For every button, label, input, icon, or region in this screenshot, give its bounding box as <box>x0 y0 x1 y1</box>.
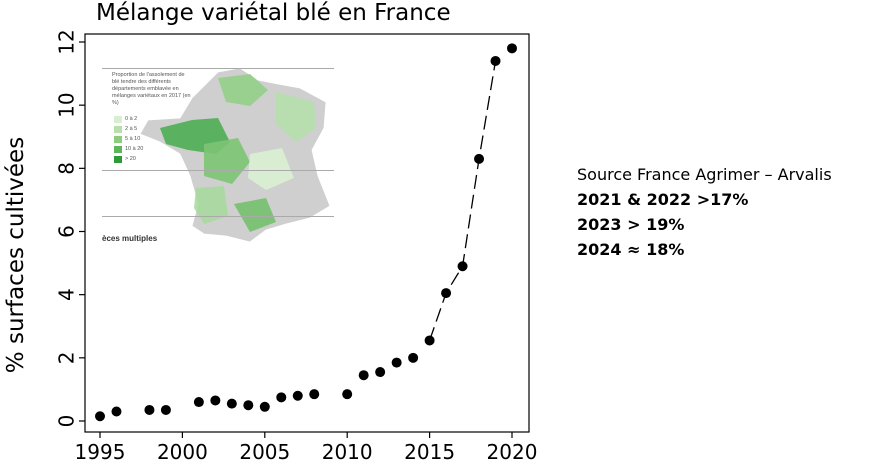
data-point <box>210 395 221 406</box>
y-tick-label: 4 <box>55 288 79 301</box>
data-point <box>474 153 485 164</box>
france-map <box>139 67 331 243</box>
data-point <box>95 411 105 422</box>
data-point <box>441 288 452 299</box>
x-tick-label: 2000 <box>157 440 208 464</box>
map-region-east <box>276 92 316 142</box>
legend-label: > 20 <box>125 156 136 162</box>
data-point <box>408 352 419 363</box>
note-2021-2022: 2021 & 2022 >17% <box>577 190 749 209</box>
legend-item: > 20 <box>114 154 143 164</box>
data-point <box>226 398 237 409</box>
data-point <box>193 397 204 408</box>
x-tick-label: 2020 <box>487 440 538 464</box>
data-point <box>292 390 303 401</box>
data-point <box>457 261 468 272</box>
note-2024: 2024 ≈ 18% <box>577 240 685 259</box>
map-region-south <box>234 198 276 232</box>
inset-rule-mid <box>102 170 334 171</box>
data-point <box>111 406 122 417</box>
trend-line-group <box>428 60 497 341</box>
y-tick-label: 2 <box>55 351 79 364</box>
data-point <box>424 335 435 346</box>
x-tick-label: 2005 <box>239 440 290 464</box>
france-map-inset: Proportion de l'assolement de blé tendre… <box>100 58 336 244</box>
legend-swatch <box>114 145 122 153</box>
x-tick-label: 2015 <box>404 440 455 464</box>
note-2023: 2023 > 19% <box>577 215 685 234</box>
data-point <box>243 400 254 411</box>
y-tick-label: 8 <box>55 162 79 175</box>
legend-item: 0 à 2 <box>114 114 143 124</box>
map-region-southwest <box>194 186 228 224</box>
y-tick-label: 0 <box>55 415 79 428</box>
x-tick-label: 2010 <box>322 440 373 464</box>
data-point <box>375 367 386 378</box>
data-point <box>391 357 402 368</box>
y-tick-label: 12 <box>55 29 79 54</box>
inset-rule-low <box>102 216 334 217</box>
inset-legend: 0 à 2 2 à 5 5 à 10 10 à 20 > 20 <box>114 114 143 164</box>
chart-title: Mélange variétal blé en France <box>96 0 451 26</box>
legend-item: 5 à 10 <box>114 134 143 144</box>
legend-item: 2 à 5 <box>114 124 143 134</box>
x-tick-label: 1995 <box>75 440 126 464</box>
map-region-north <box>218 74 268 106</box>
inset-rule-top <box>102 68 334 69</box>
legend-label: 2 à 5 <box>125 126 138 132</box>
inset-footer-text: èces multiples <box>102 234 158 243</box>
map-region-center <box>204 138 250 184</box>
data-point <box>507 43 517 54</box>
legend-label: 10 à 20 <box>125 146 144 152</box>
y-tick-label: 10 <box>55 92 79 117</box>
data-points <box>95 43 517 422</box>
data-point <box>309 389 320 400</box>
legend-label: 0 à 2 <box>125 116 138 122</box>
inset-legend-title: Proportion de l'assolement de blé tendre… <box>112 72 191 106</box>
legend-swatch <box>114 115 122 123</box>
data-point <box>342 389 353 400</box>
data-point <box>144 404 155 415</box>
data-point <box>358 370 369 381</box>
map-region-centre-east <box>248 148 294 190</box>
data-point <box>276 392 287 403</box>
data-point <box>259 401 270 412</box>
data-point <box>490 55 501 66</box>
legend-swatch <box>114 125 122 133</box>
trend-line <box>428 60 497 341</box>
source-note: Source France Agrimer – Arvalis <box>577 165 832 184</box>
side-notes: Source France Agrimer – Arvalis 2021 & 2… <box>577 162 832 262</box>
legend-swatch <box>114 155 122 163</box>
y-tick-label: 6 <box>55 225 79 238</box>
legend-item: 10 à 20 <box>114 144 143 154</box>
legend-label: 5 à 10 <box>125 136 141 142</box>
legend-swatch <box>114 135 122 143</box>
data-point <box>160 404 171 415</box>
axes: 0 2 4 6 8 10 12 1995 2000 2005 2010 2015 2020 <box>55 29 538 464</box>
plot-frame <box>84 33 530 433</box>
